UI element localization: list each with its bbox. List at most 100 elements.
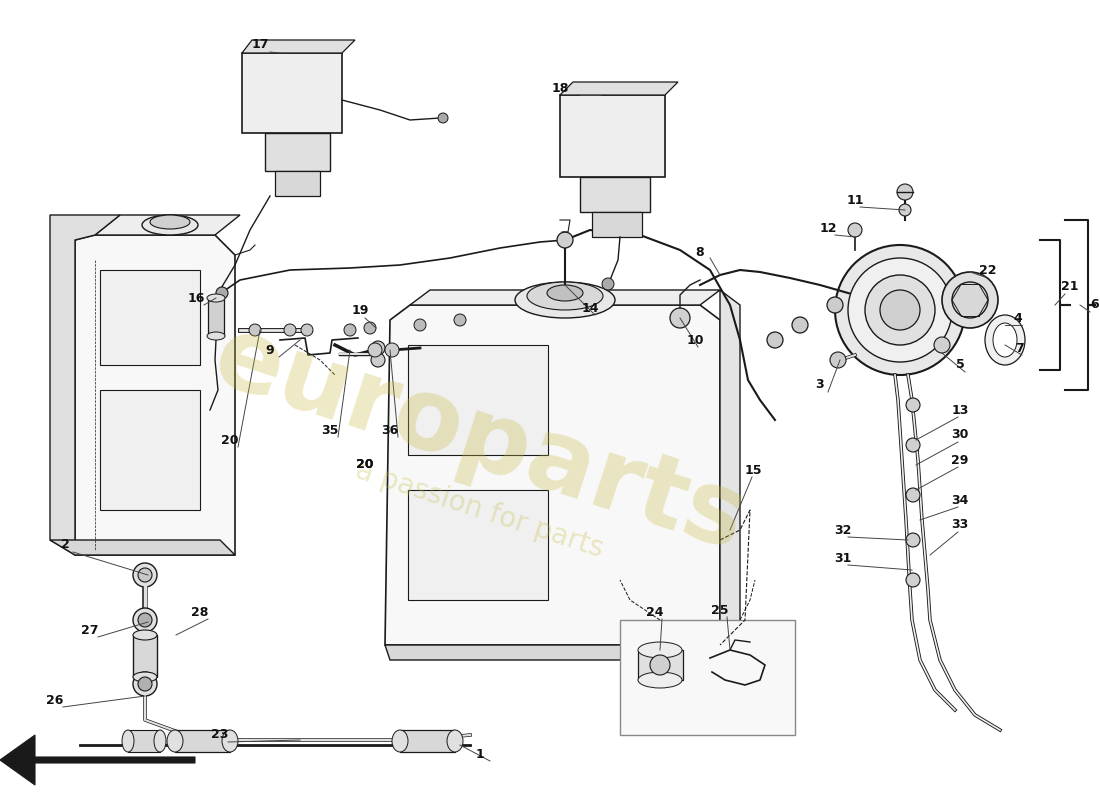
Text: 23: 23 [211,729,229,742]
Bar [100,270,200,365]
Circle shape [364,322,376,334]
Circle shape [438,113,448,123]
Circle shape [414,319,426,331]
Text: 20: 20 [221,434,239,446]
Text: 10: 10 [686,334,704,346]
Ellipse shape [447,730,463,752]
Circle shape [830,352,846,368]
Circle shape [557,232,573,248]
Circle shape [835,245,965,375]
Polygon shape [95,215,240,235]
Bar [265,133,330,171]
Bar [133,635,157,677]
Circle shape [133,672,157,696]
Circle shape [848,258,952,362]
Ellipse shape [222,730,238,752]
Text: 32: 32 [834,523,851,537]
Polygon shape [75,235,235,555]
Text: 17: 17 [251,38,268,51]
Text: 36: 36 [382,423,398,437]
Ellipse shape [984,315,1025,365]
Text: 6: 6 [1091,298,1099,311]
Text: 2: 2 [60,538,69,551]
Text: 15: 15 [745,463,761,477]
Bar [175,730,230,752]
Bar [580,177,650,212]
Text: 35: 35 [321,423,339,437]
Ellipse shape [515,282,615,318]
Text: 11: 11 [846,194,864,206]
Circle shape [827,297,843,313]
Circle shape [899,204,911,216]
Ellipse shape [207,294,226,302]
Circle shape [792,317,808,333]
Ellipse shape [527,282,603,310]
Circle shape [133,563,157,587]
Ellipse shape [547,285,583,301]
Bar [400,730,455,752]
Polygon shape [560,82,678,95]
Bar [592,212,642,237]
Text: 4: 4 [1013,311,1022,325]
Polygon shape [0,735,195,785]
Circle shape [249,324,261,336]
Bar [242,53,342,133]
Circle shape [906,488,920,502]
Text: europarts: europarts [202,309,758,571]
Text: 3: 3 [816,378,824,391]
Circle shape [906,438,920,452]
Text: 29: 29 [952,454,969,466]
Circle shape [880,290,920,330]
Circle shape [368,343,382,357]
Polygon shape [385,305,720,645]
Circle shape [454,314,466,326]
Bar [620,620,795,735]
Polygon shape [242,40,355,53]
Ellipse shape [154,730,166,752]
Text: 27: 27 [81,623,99,637]
Bar [100,390,200,510]
Circle shape [216,287,228,299]
Bar [275,171,320,196]
Circle shape [650,655,670,675]
Text: 30: 30 [952,429,969,442]
Circle shape [906,398,920,412]
Ellipse shape [122,730,134,752]
Circle shape [896,184,913,200]
Circle shape [284,324,296,336]
Text: 8: 8 [695,246,704,258]
Text: 34: 34 [952,494,969,506]
Ellipse shape [993,323,1018,357]
Circle shape [138,677,152,691]
Text: a passion for parts: a passion for parts [352,457,607,563]
Text: 12: 12 [820,222,837,234]
Circle shape [942,272,998,328]
Ellipse shape [207,332,226,340]
Text: 25: 25 [712,603,728,617]
Circle shape [138,613,152,627]
Circle shape [344,324,356,336]
Bar [638,650,683,680]
Text: 14: 14 [581,302,598,314]
Ellipse shape [133,672,157,682]
Polygon shape [50,540,235,555]
Circle shape [385,343,399,357]
Circle shape [670,308,690,328]
Text: 9: 9 [266,343,274,357]
Bar [408,345,548,455]
Ellipse shape [167,730,183,752]
Polygon shape [720,290,740,645]
Ellipse shape [133,630,157,640]
Circle shape [371,341,385,355]
Bar [208,298,224,336]
Circle shape [952,282,988,318]
Circle shape [865,275,935,345]
Text: 7: 7 [1015,342,1024,354]
Text: 20: 20 [356,458,374,471]
Circle shape [906,533,920,547]
Ellipse shape [392,730,408,752]
Bar [408,490,548,600]
Text: 33: 33 [952,518,969,531]
Circle shape [934,337,950,353]
Ellipse shape [638,672,682,688]
